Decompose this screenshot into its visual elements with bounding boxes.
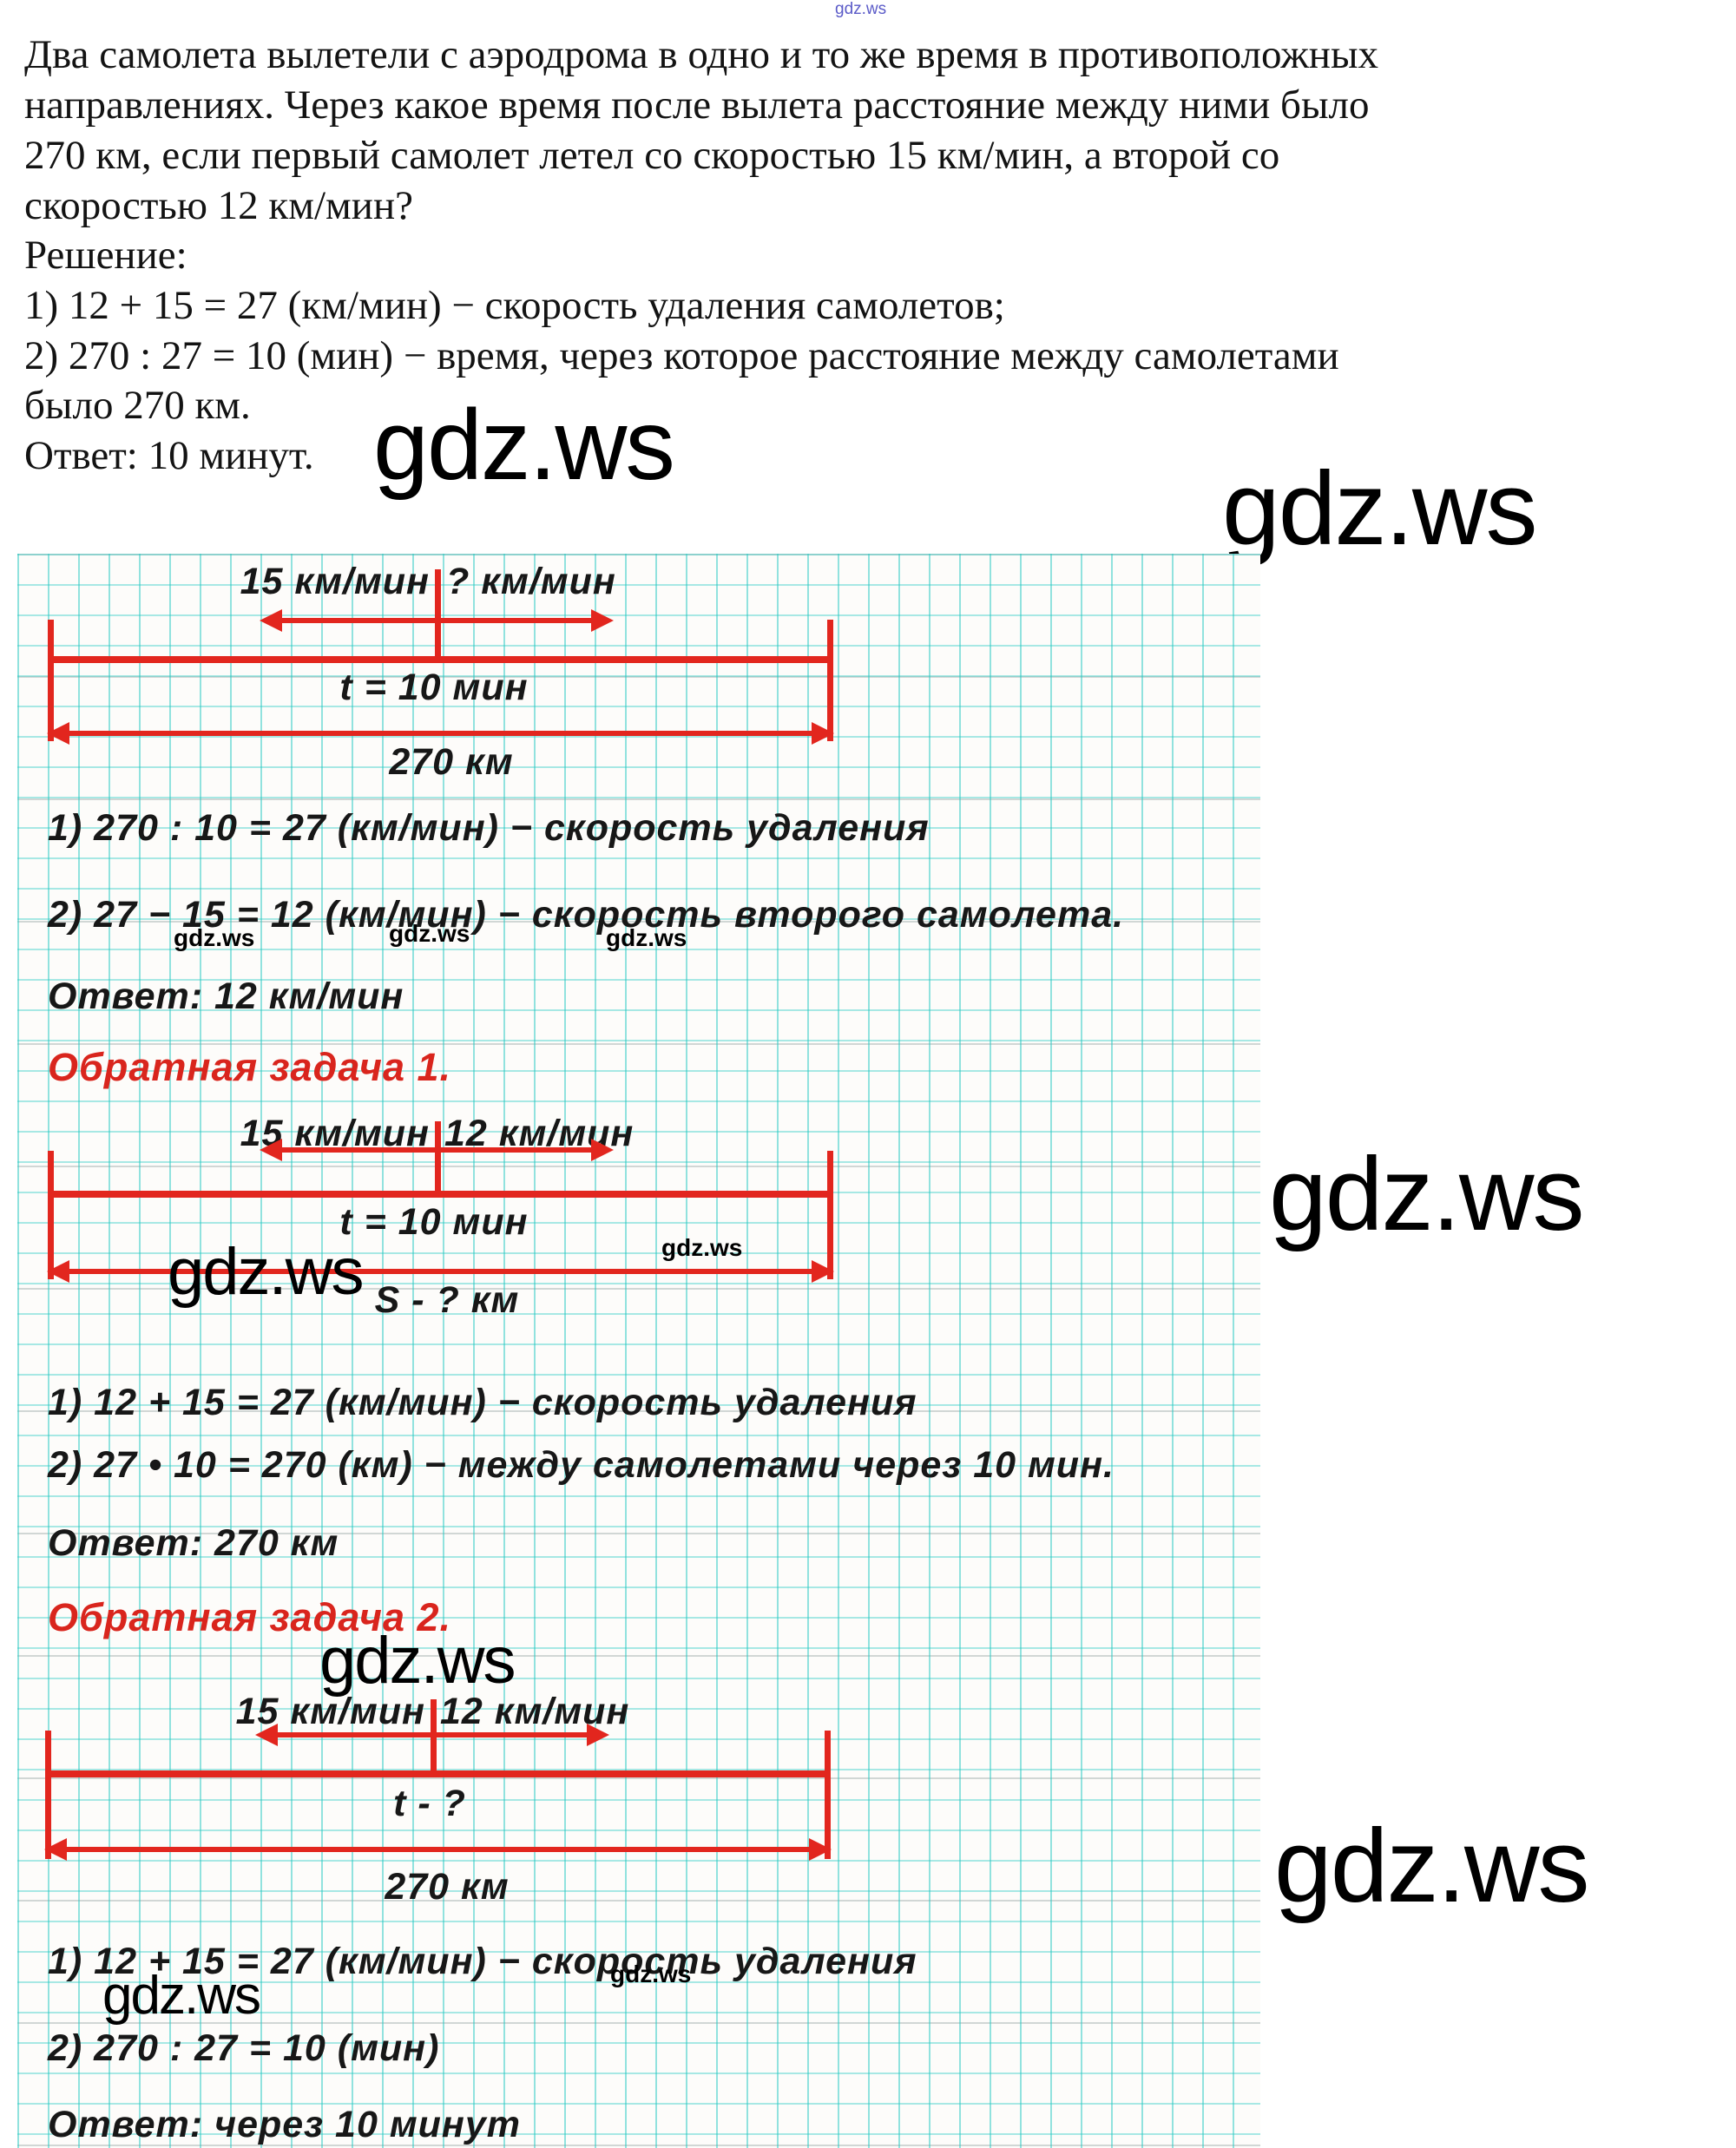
problem-line: 270 км, если первый самолет летел со ско… (24, 133, 1280, 178)
grid-paper (17, 554, 1260, 2148)
diagram1-left-end-bar (48, 620, 54, 741)
watermark: gdz.ws (102, 1966, 261, 2026)
diagram1-right-speed-arrow (441, 618, 594, 623)
solution-step: 1) 12 + 15 = 27 (км/мин) − скорость удал… (24, 283, 1005, 328)
diagram3-total-arrow (65, 1847, 812, 1852)
diagram1-time-label: t = 10 мин (339, 667, 529, 708)
diagram2-right-end-bar (827, 1151, 833, 1279)
watermark: gdz.ws (1269, 1136, 1584, 1252)
grid-step: 2) 270 : 27 = 10 (мин) (48, 2027, 440, 2069)
diagram1-speed-right-label: ? км/мин (446, 561, 616, 602)
grid-step: 2) 27 • 10 = 270 (км) − между самолетами… (48, 1444, 1115, 1486)
grid-answer: Ответ: 270 км (48, 1522, 339, 1564)
diagram3-distance-label: 270 км (385, 1866, 510, 1908)
diagram2-distance-label: S - ? км (374, 1279, 520, 1321)
diagram3-center-tick (431, 1699, 437, 1777)
watermark: gdz.ws (610, 1961, 692, 1987)
arrowhead-left-icon (260, 609, 282, 632)
diagram1-right-end-bar (827, 620, 833, 741)
reverse2-heading: Обратная задача 2. (48, 1595, 452, 1639)
problem-line: Два самолета вылетели с аэродрома в одно… (24, 32, 1379, 77)
diagram1-speed-left-label: 15 км/мин (240, 561, 430, 602)
watermark: gdz.ws (606, 924, 687, 951)
solution-answer: Ответ: 10 минут. (24, 433, 314, 478)
watermark: gdz.ws (174, 924, 255, 951)
arrowhead-right-icon (587, 1724, 609, 1746)
grid-answer: Ответ: 12 км/мин (48, 975, 404, 1017)
diagram2-distance-line (48, 1191, 833, 1198)
arrowhead-left-icon (44, 1838, 67, 1861)
watermark: gdz.ws (1274, 1808, 1589, 1924)
watermark: gdz.ws (661, 1234, 743, 1261)
diagram2-right-speed-arrow (441, 1147, 594, 1153)
watermark: gdz.ws (835, 0, 887, 18)
grid-step: 1) 12 + 15 = 27 (км/мин) − скорость удал… (48, 1941, 917, 1982)
diagram3-distance-line (45, 1770, 831, 1777)
watermark: gdz.ws (373, 390, 675, 501)
diagram2-left-speed-arrow (279, 1147, 437, 1153)
diagram3-right-speed-arrow (437, 1732, 589, 1737)
arrowhead-right-icon (591, 1139, 614, 1161)
diagram1-left-speed-arrow (279, 618, 437, 623)
diagram3-time-label: t - ? (393, 1783, 466, 1824)
grid-answer: Ответ: через 10 минут (48, 2104, 522, 2145)
problem-line: скоростью 12 км/мин? (24, 183, 413, 228)
diagram3-left-speed-arrow (275, 1732, 432, 1737)
arrowhead-left-icon (47, 1260, 69, 1283)
diagram1-total-arrow (68, 731, 814, 736)
arrowhead-left-icon (255, 1724, 278, 1746)
watermark: gdz.ws (319, 1624, 516, 1698)
solution-heading: Решение: (24, 233, 187, 278)
arrowhead-right-icon (591, 609, 614, 632)
watermark: gdz.ws (168, 1235, 365, 1309)
arrowhead-right-icon (812, 722, 834, 745)
diagram2-center-tick (435, 1121, 441, 1198)
arrowhead-left-icon (47, 722, 69, 745)
reverse1-heading: Обратная задача 1. (48, 1045, 452, 1089)
diagram2-left-end-bar (48, 1151, 54, 1279)
diagram1-center-tick (435, 569, 441, 661)
grid-step: 2) 27 − 15 = 12 (км/мин) − скорость втор… (48, 894, 1125, 936)
problem-line: направлениях. Через какое время после вы… (24, 82, 1370, 128)
diagram1-distance-line (48, 656, 833, 663)
watermark: gdz.ws (1222, 450, 1537, 567)
arrowhead-right-icon (812, 1260, 834, 1283)
diagram3-left-end-bar (45, 1731, 51, 1859)
diagram3-right-end-bar (825, 1731, 831, 1859)
solution-step: было 270 км. (24, 383, 251, 428)
diagram1-distance-label: 270 км (389, 741, 514, 783)
diagram2-time-label: t = 10 мин (339, 1201, 529, 1243)
solution-step: 2) 270 : 27 = 10 (мин) − время, через ко… (24, 333, 1339, 378)
grid-step: 1) 12 + 15 = 27 (км/мин) − скорость удал… (48, 1382, 917, 1423)
arrowhead-right-icon (809, 1838, 832, 1861)
diagram2-total-arrow (68, 1269, 814, 1274)
grid-step: 1) 270 : 10 = 27 (км/мин) − скорость уда… (48, 807, 930, 849)
arrowhead-left-icon (260, 1139, 282, 1161)
watermark: gdz.ws (389, 920, 470, 947)
